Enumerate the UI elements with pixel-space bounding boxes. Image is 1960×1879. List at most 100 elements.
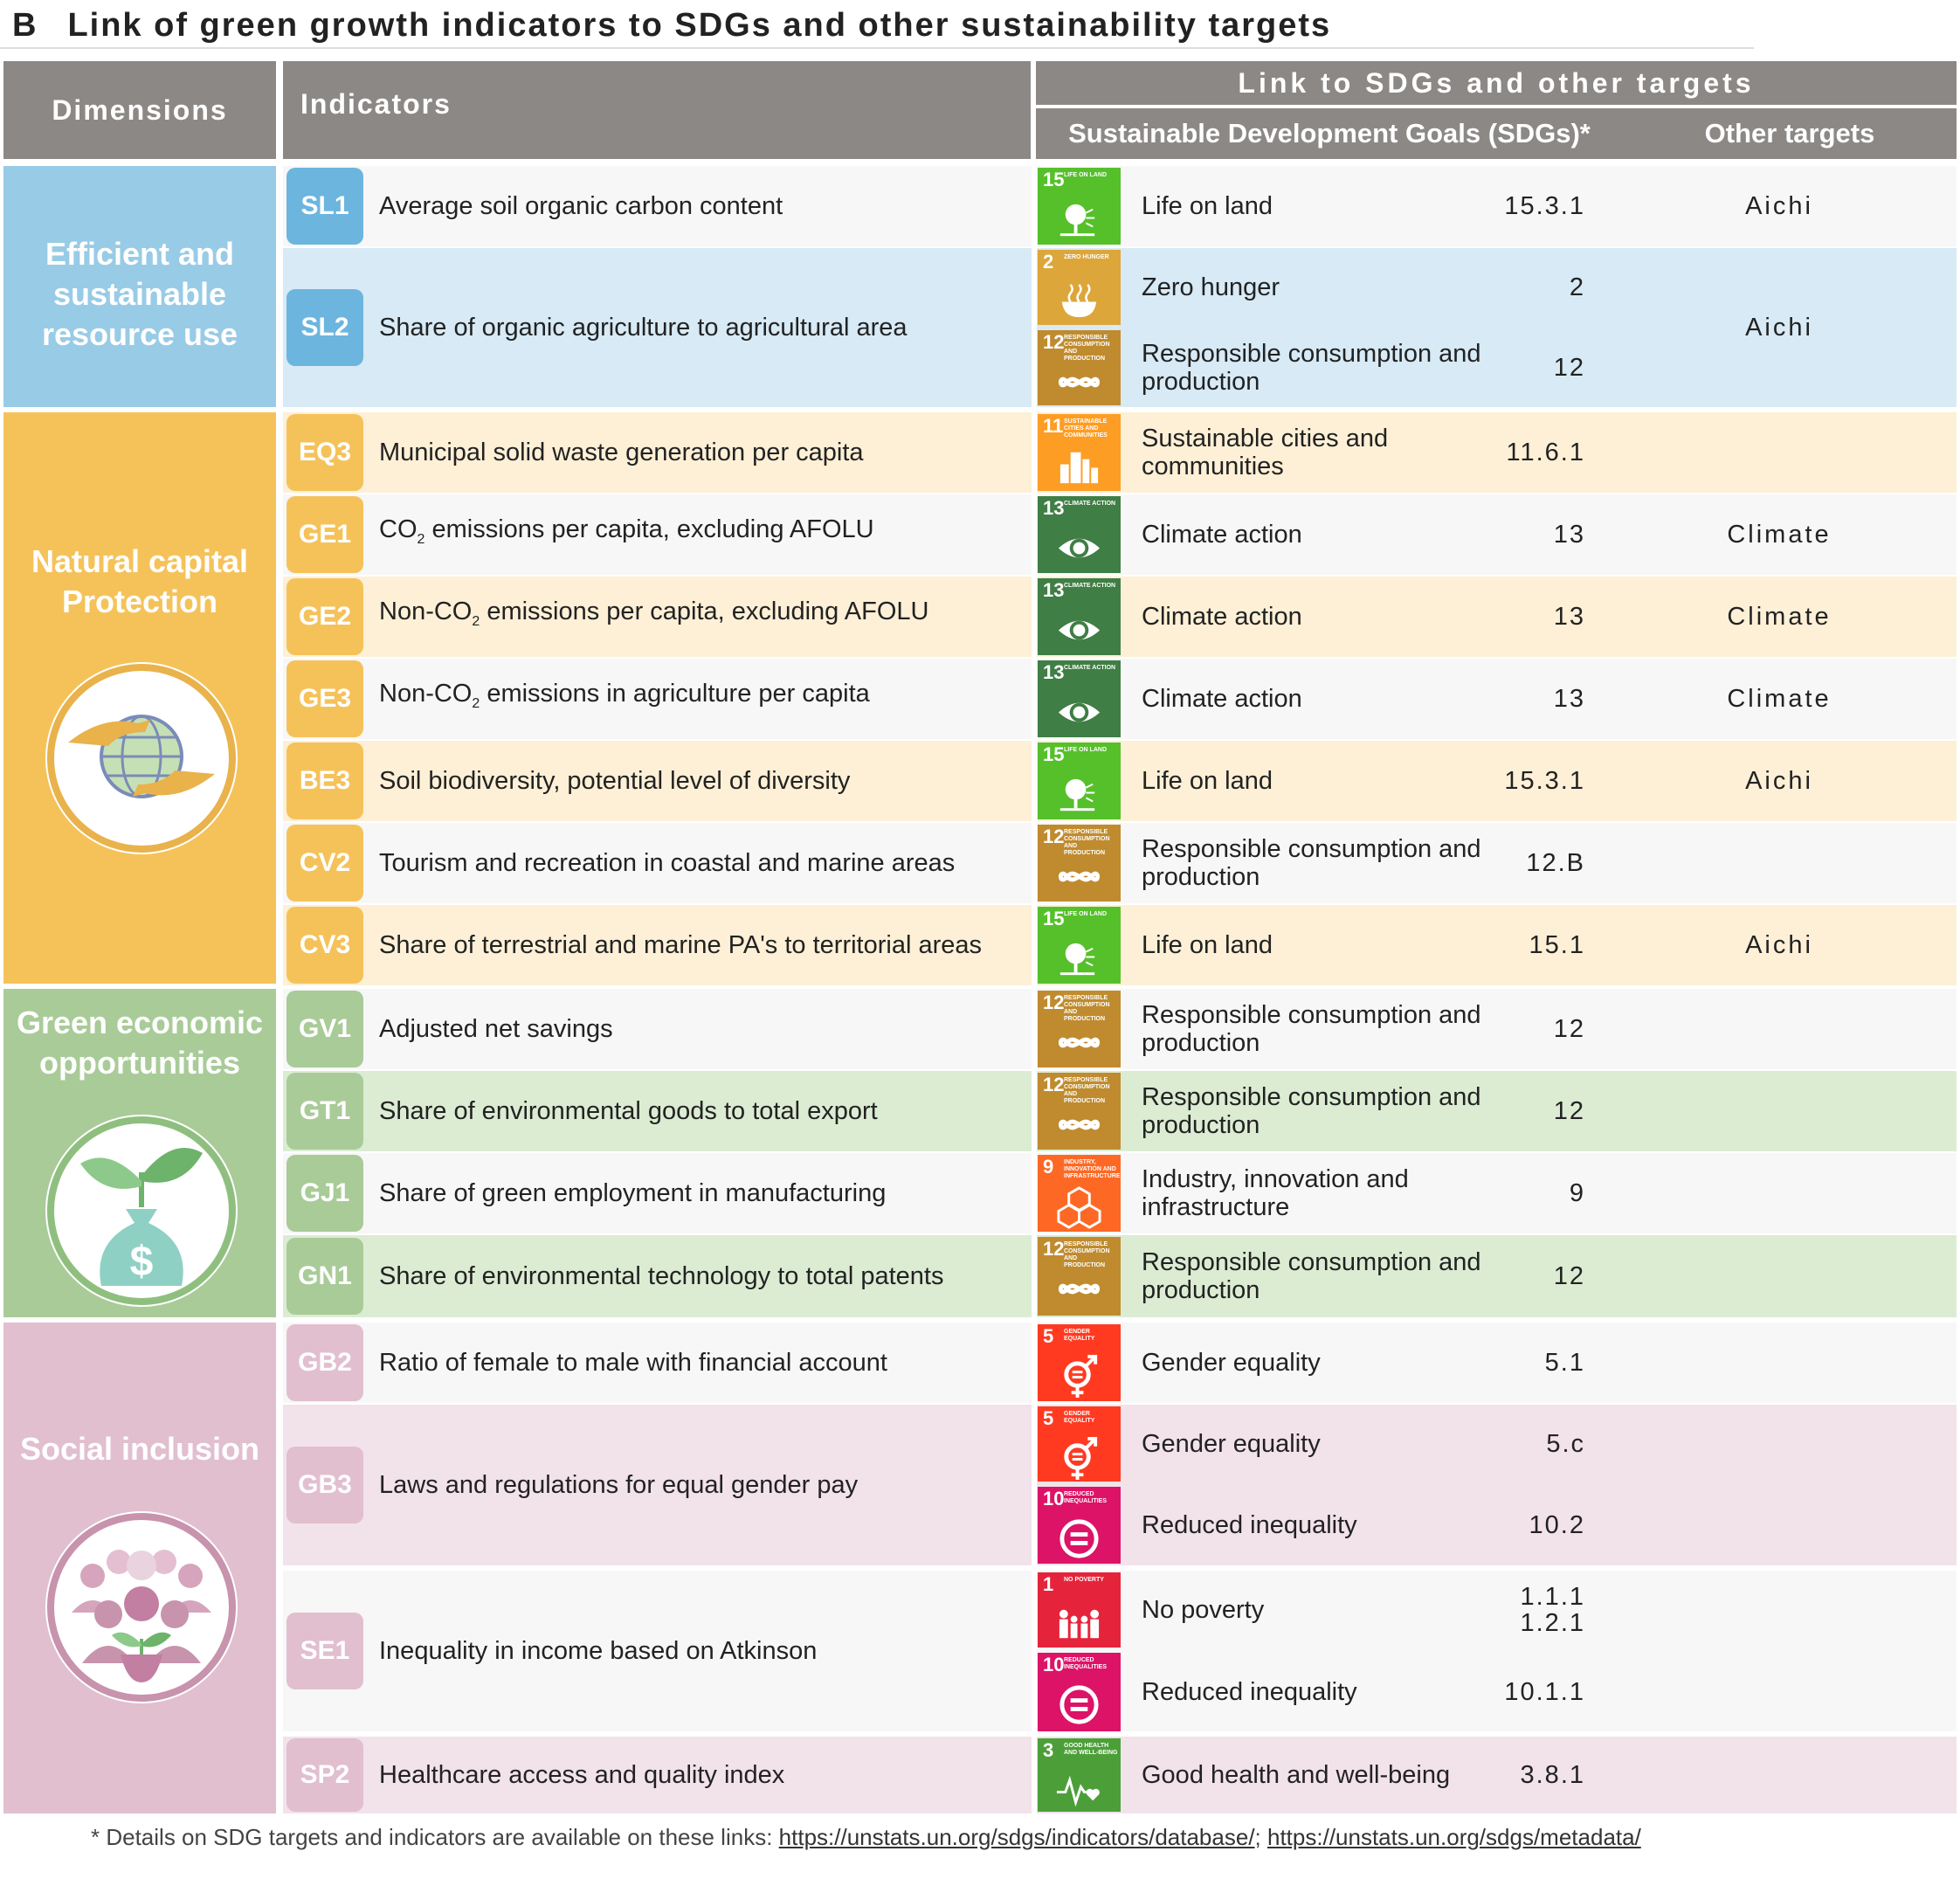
indicator-text: Share of green employment in manufacturi…	[379, 1179, 887, 1207]
sdg-name: Reduced inequality	[1142, 1678, 1357, 1706]
sdg-goal-10-tile: 10 Reduced inequalities	[1038, 1487, 1121, 1564]
sdg-code-line: 15.3.1	[1504, 767, 1585, 795]
sdg-target-code: 12	[1485, 328, 1585, 407]
indicator-text: Soil biodiversity, potential level of di…	[379, 767, 851, 795]
indicator-text-part: emissions per capita, excluding AFOLU	[424, 515, 874, 544]
sdg-target-code: 12	[1485, 989, 1585, 1069]
sdg-goal-13-tile: 13 Climate action	[1038, 496, 1121, 573]
indicator-code: GE3	[286, 660, 363, 737]
indicator-text: Non-CO2 emissions per capita, excluding …	[379, 577, 1017, 657]
sdg-goal-caption: Reduced inequalities	[1064, 1491, 1108, 1504]
other-target	[1626, 989, 1960, 1069]
footnote-text: * Details on SDG targets and indicators …	[91, 1824, 779, 1850]
sdg-goal-number: 12	[1043, 1074, 1065, 1095]
sdg-goal-10-tile: 10 Reduced inequalities	[1038, 1653, 1121, 1731]
infinity-icon	[1058, 871, 1101, 882]
sdg-goal-12-tile: 12 Responsible consumption and production	[1038, 825, 1121, 902]
indicator-text: Share of organic agriculture to agricult…	[379, 314, 908, 342]
sdg-goal-caption: Gender equality	[1064, 1329, 1095, 1342]
column-divider	[1032, 166, 1037, 1813]
sdg-name: Zero hunger	[1142, 273, 1280, 301]
indicator-text-part: Non-CO	[379, 680, 473, 708]
sdg-goal-caption: Climate action	[1064, 583, 1116, 589]
sdg-code-line: 3.8.1	[1520, 1761, 1585, 1789]
sdg-goal-3-tile: 3 Good health and well-being	[1038, 1738, 1121, 1812]
sdg-goal-12-tile: 12 Responsible consumption and production	[1038, 1237, 1121, 1316]
money-bag-plant-icon: $	[45, 1115, 238, 1307]
indicator-code: SL2	[286, 289, 363, 366]
indicator-code: BE3	[286, 743, 363, 819]
header-indicators: Indicators	[283, 61, 1031, 159]
footnote: * Details on SDG targets and indicators …	[91, 1824, 1641, 1851]
dimension-label: Efficient and sustainable resource use	[41, 236, 238, 352]
sdg-name: Life on land	[1142, 931, 1273, 959]
sdg-target-code: 15.3.1	[1485, 166, 1585, 246]
sdg-target-code: 13	[1485, 659, 1585, 739]
equals-icon	[1059, 1685, 1099, 1724]
sdg-goal-number: 10	[1043, 1488, 1065, 1509]
gender-icon	[1064, 1354, 1098, 1399]
other-target: Aichi	[1745, 766, 1813, 795]
sdg-code-line: 13	[1553, 521, 1585, 549]
sdg-goal-number: 9	[1043, 1156, 1054, 1178]
indicator-subscript: 2	[472, 695, 480, 711]
sdg-name: Responsible consumption and production	[1142, 1248, 1481, 1304]
infinity-icon	[1058, 1037, 1101, 1048]
other-target	[1626, 412, 1960, 493]
sdg-target-code: 12.B	[1485, 823, 1585, 903]
dimension-resource-use: Efficient and sustainable resource use	[3, 166, 276, 407]
footnote-link-database[interactable]: https://unstats.un.org/sdgs/indicators/d…	[778, 1824, 1255, 1850]
tree-icon	[1059, 778, 1095, 812]
sdg-goal-number: 15	[1043, 169, 1065, 190]
indicator-code: CV2	[286, 825, 363, 902]
sdg-code-line: 13	[1553, 685, 1585, 713]
sdg-goal-caption: Responsible consumption and production	[1064, 1241, 1110, 1268]
family-icon	[1059, 1609, 1100, 1639]
footnote-link-metadata[interactable]: https://unstats.un.org/sdgs/metadata/	[1267, 1824, 1641, 1850]
dimension-social-inclusion: Social inclusion	[3, 1323, 276, 1813]
indicator-code: GB2	[286, 1324, 363, 1401]
eye-globe-icon	[1058, 620, 1101, 640]
dimension-green-economic: Green economic opportunities $	[3, 989, 276, 1317]
sdg-goal-number: 11	[1043, 415, 1064, 437]
sdg-target-code: 9	[1485, 1153, 1585, 1233]
sdg-target-code: 15.1	[1485, 905, 1585, 985]
other-target	[1626, 1737, 1960, 1813]
hands-globe-icon	[45, 662, 238, 854]
sdg-target-code: 13	[1485, 494, 1585, 575]
sdg-goal-number: 3	[1043, 1739, 1054, 1761]
sdg-name: Life on land	[1142, 192, 1273, 220]
sdg-code-line: 2	[1569, 273, 1585, 301]
sdg-name: Climate action	[1142, 521, 1302, 549]
sdg-goal-number: 12	[1043, 1238, 1065, 1260]
people-group-icon	[45, 1511, 238, 1703]
sdg-goal-number: 1	[1043, 1573, 1054, 1595]
tree-icon	[1059, 943, 1095, 976]
indicator-text: CO2 emissions per capita, excluding AFOL…	[379, 494, 1017, 575]
sdg-goal-number: 13	[1043, 579, 1065, 601]
sdg-name: Responsible consumption and production	[1142, 835, 1481, 891]
sdg-goal-caption: No poverty	[1064, 1577, 1104, 1583]
eye-globe-icon	[1058, 538, 1101, 558]
sdg-goal-number: 5	[1043, 1325, 1054, 1347]
sdg-goal-number: 12	[1043, 991, 1065, 1013]
cubes-icon	[1057, 1186, 1101, 1229]
sdg-name: Responsible consumption and production	[1142, 340, 1481, 396]
sdg-goal-caption: Industry, innovation and infrastructure	[1064, 1159, 1121, 1179]
sdg-name: Sustainable cities and communities	[1142, 425, 1389, 480]
sdg-goal-caption: Responsible consumption and production	[1064, 1077, 1110, 1104]
indicator-text-rich: Non-CO2 emissions in agriculture per cap…	[379, 680, 870, 718]
dimension-label: Social inclusion	[19, 1431, 260, 1467]
other-target: Climate	[1727, 602, 1832, 631]
title-rule	[0, 47, 1754, 49]
sdg-name: Gender equality	[1142, 1349, 1321, 1377]
header-link-to-targets: Link to SDGs and other targets	[1036, 61, 1957, 105]
figure-title-text: Link of green growth indicators to SDGs …	[67, 7, 1332, 44]
indicator-text: Laws and regulations for equal gender pa…	[379, 1471, 859, 1499]
indicator-code: CV3	[286, 907, 363, 984]
indicator-text: Municipal solid waste generation per cap…	[379, 439, 864, 466]
sdg-goal-caption: Good health and well-being	[1064, 1743, 1118, 1756]
indicator-text-rich: CO2 emissions per capita, excluding AFOL…	[379, 515, 874, 554]
sdg-name: No poverty	[1142, 1596, 1265, 1624]
sdg-code-line: 12	[1553, 1015, 1585, 1043]
